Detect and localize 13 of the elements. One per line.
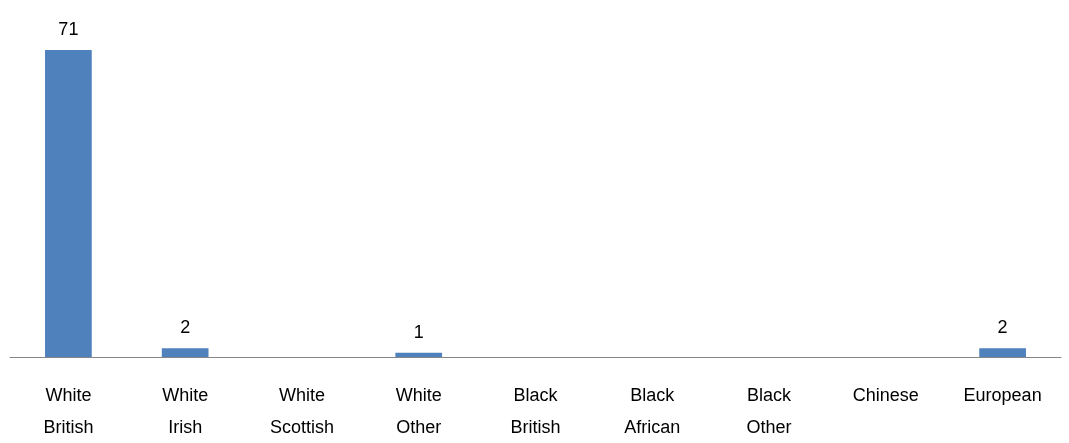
x-tick-label: White Scottish — [269, 385, 334, 437]
x-tick-label: White British — [43, 385, 94, 437]
data-label: 2 — [997, 317, 1008, 338]
x-tick-label: Chinese — [852, 385, 919, 405]
data-label: 1 — [413, 321, 424, 342]
x-tick-label: Black British — [510, 385, 561, 437]
x-tick-label: White Irish — [162, 385, 209, 437]
x-tick-label: White Other — [395, 385, 442, 437]
x-tick-label: Black Other — [746, 385, 793, 437]
data-label: 2 — [180, 317, 191, 338]
x-tick-label: European — [963, 385, 1042, 405]
x-tick-label: Black African — [624, 385, 681, 437]
data-label: 71 — [58, 19, 79, 39]
